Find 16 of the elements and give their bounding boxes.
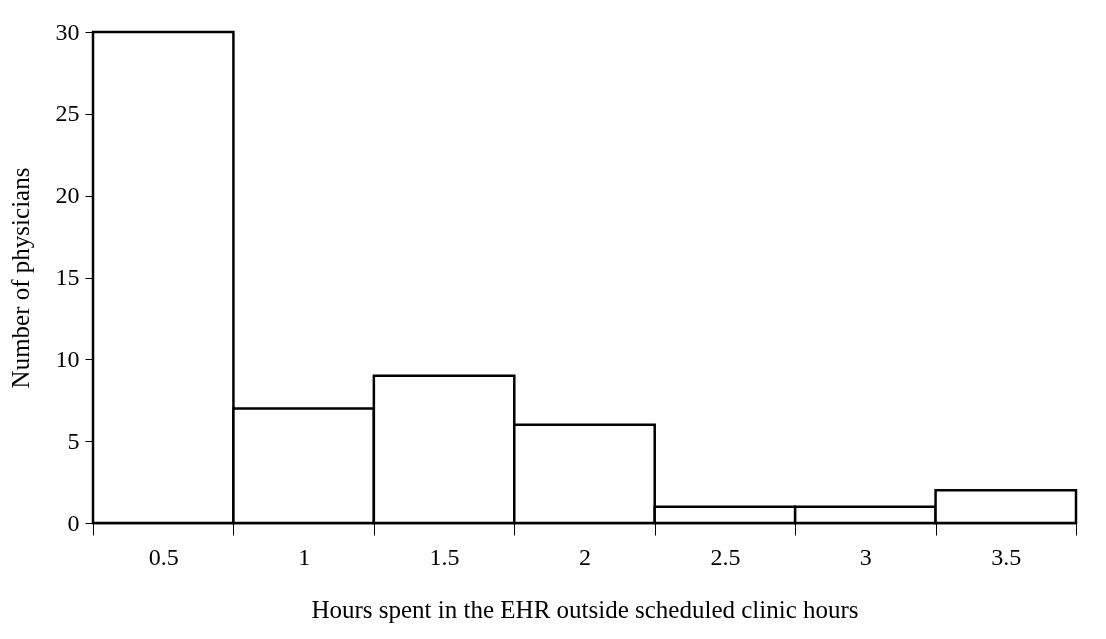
x-axis-title: Hours spent in the EHR outside scheduled clinic hours bbox=[311, 595, 859, 623]
y-tick-label: 0 bbox=[67, 509, 80, 536]
y-axis-title: Number of physicians bbox=[6, 167, 34, 389]
x-tick-label: 3 bbox=[859, 543, 872, 570]
x-tick-label: 1 bbox=[298, 543, 311, 570]
x-tick-label: 3.5 bbox=[991, 543, 1022, 570]
x-tick-label: 0.5 bbox=[148, 543, 179, 570]
y-tick-label: 30 bbox=[55, 18, 80, 45]
y-tick-label: 20 bbox=[55, 182, 80, 209]
y-tick-label: 5 bbox=[67, 427, 80, 454]
x-tick-label: 2.5 bbox=[710, 543, 741, 570]
y-tick-label: 15 bbox=[55, 264, 80, 290]
x-tick-label: 2 bbox=[579, 543, 591, 570]
x-tick-label: 1.5 bbox=[429, 543, 460, 570]
y-tick-label: 10 bbox=[55, 345, 80, 372]
y-tick-label: 25 bbox=[55, 100, 80, 127]
